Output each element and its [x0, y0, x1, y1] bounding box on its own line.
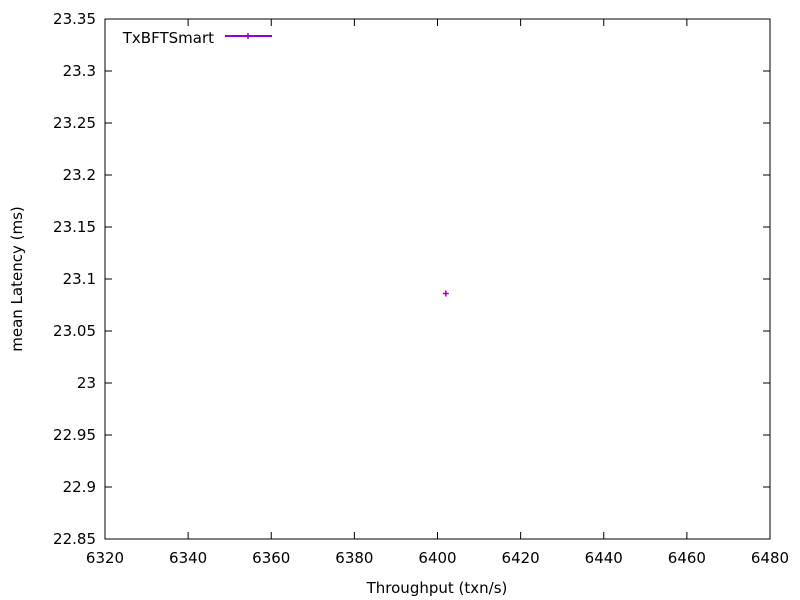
x-tick-label: 6440 — [585, 549, 623, 567]
y-tick-label: 23.2 — [63, 166, 96, 184]
x-tick-label: 6380 — [335, 549, 373, 567]
x-tick-label: 6360 — [252, 549, 290, 567]
legend-label: TxBFTSmart — [122, 29, 214, 47]
x-tick-label: 6320 — [86, 549, 124, 567]
x-tick-label: 6400 — [418, 549, 456, 567]
y-tick-label: 23.05 — [53, 322, 96, 340]
y-tick-label: 22.85 — [53, 530, 96, 548]
y-tick-label: 23.3 — [63, 62, 96, 80]
y-tick-label: 23 — [77, 374, 96, 392]
y-tick-label: 23.15 — [53, 218, 96, 236]
x-axis: 6320 6340 6360 6380 6400 6420 6440 6460 6480 — [86, 19, 789, 567]
x-tick-label: 6480 — [751, 549, 789, 567]
y-tick-label: 23.25 — [53, 114, 96, 132]
x-tick-label: 6420 — [502, 549, 540, 567]
y-axis-label: mean Latency (ms) — [8, 206, 26, 352]
x-axis-label: Throughput (txn/s) — [366, 579, 508, 597]
x-tick-label: 6340 — [169, 549, 207, 567]
y-tick-label: 22.9 — [63, 478, 96, 496]
y-tick-label: 23.35 — [53, 10, 96, 28]
plot-frame — [104, 18, 771, 540]
data-point — [442, 290, 449, 297]
y-tick-label: 23.1 — [63, 270, 96, 288]
data-points — [442, 290, 449, 297]
y-axis: 22.85 22.9 22.95 23 23.05 23.1 23.15 23.2 23.25 2… — [53, 10, 770, 548]
legend-marker — [245, 33, 251, 39]
x-tick-label: 6460 — [668, 549, 706, 567]
y-tick-label: 22.95 — [53, 426, 96, 444]
legend: TxBFTSmart — [122, 29, 272, 47]
